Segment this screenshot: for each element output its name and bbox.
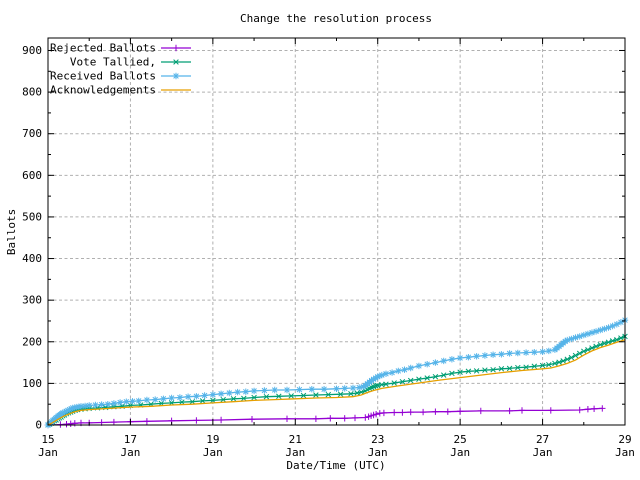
legend-label-rejected-ballots: Rejected Ballots [50,42,156,55]
y-tick-label: 600 [22,169,42,182]
series-line-acknowledgements [47,339,626,426]
y-tick-label: 200 [22,335,42,348]
legend-entry-received-ballots: Received Ballots [50,70,191,83]
x-tick-label: 19 [206,433,219,446]
series-layer [44,316,629,429]
x-axis-label: Date/Time (UTC) [286,459,385,472]
y-tick-label: 800 [22,86,42,99]
y-tick-label: 900 [22,44,42,57]
y-tick-label: 500 [22,210,42,223]
x-tick-label: 17 [124,433,137,446]
x-tick-sublabel: Jan [450,446,470,459]
x-tick-label: 15 [41,433,54,446]
x-tick-label: 27 [536,433,549,446]
series-markers-received-ballots [44,316,629,429]
y-tick-label: 100 [22,377,42,390]
series-line-received-ballots [47,319,626,426]
x-tick-label: 23 [371,433,384,446]
legend-entry-vote-tallied: Vote Tallied, [70,56,191,69]
x-tick-sublabel: Jan [120,446,140,459]
x-tick-sublabel: Jan [533,446,553,459]
x-tick-sublabel: Jan [285,446,305,459]
legend-sample-marker-rejected-ballots [172,44,180,52]
y-tick-label: 700 [22,127,42,140]
legend-label-vote-tallied: Vote Tallied, [70,56,156,69]
x-tick-sublabel: Jan [615,446,635,459]
x-tick-sublabel: Jan [368,446,388,459]
y-axis-label: Ballots [5,209,18,255]
legend-sample-marker-vote-tallied [173,59,179,65]
legend-entry-rejected-ballots: Rejected Ballots [50,42,191,55]
series-line-vote-tallied [47,335,626,426]
axis-layer: 15Jan17Jan19Jan21Jan23Jan25Jan27Jan29Jan… [22,37,635,459]
legend-sample-marker-received-ballots [172,72,180,80]
x-tick-label: 21 [289,433,302,446]
x-tick-label: 29 [618,433,631,446]
legend-entry-acknowledgements: Acknowledgements [50,84,191,97]
chart-title: Change the resolution process [240,12,432,25]
y-tick-label: 400 [22,252,42,265]
y-tick-label: 0 [35,419,42,432]
legend-label-received-ballots: Received Ballots [50,70,156,83]
series-markers-vote-tallied [45,333,628,428]
legend-label-acknowledgements: Acknowledgements [50,84,156,97]
x-tick-sublabel: Jan [203,446,223,459]
x-tick-label: 25 [454,433,467,446]
y-tick-label: 300 [22,294,42,307]
x-tick-sublabel: Jan [38,446,58,459]
grid-layer [48,38,625,425]
